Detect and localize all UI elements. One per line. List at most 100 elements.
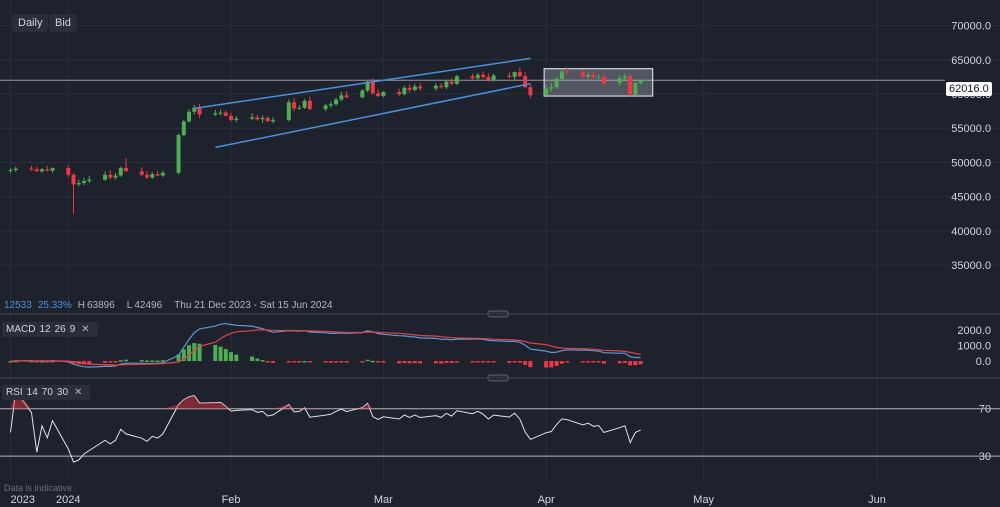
candle-body bbox=[617, 78, 622, 84]
macd-histogram-bar bbox=[181, 349, 186, 362]
candle bbox=[517, 67, 522, 77]
macd-histogram-bar bbox=[250, 356, 255, 362]
candle bbox=[481, 71, 486, 79]
candle-body bbox=[407, 87, 412, 90]
candle-body bbox=[344, 95, 349, 98]
macd-histogram-bar bbox=[187, 345, 192, 362]
candle-body bbox=[365, 81, 370, 91]
candle bbox=[407, 84, 412, 93]
macd-histogram-bar bbox=[255, 358, 260, 362]
panel-resize-handle bbox=[487, 374, 509, 382]
candle bbox=[334, 97, 339, 106]
candle bbox=[176, 133, 181, 175]
candle-body bbox=[507, 75, 512, 77]
channel-lower-line bbox=[215, 83, 531, 149]
stat-low: L 42496 bbox=[127, 300, 168, 311]
candle bbox=[523, 72, 528, 89]
candle bbox=[229, 113, 234, 122]
candle-body bbox=[145, 174, 150, 178]
candle-body bbox=[187, 111, 192, 122]
rsi-legend[interactable]: RSI 14 70 30 ✕ bbox=[2, 385, 91, 400]
candle bbox=[82, 177, 87, 186]
price-panel[interactable] bbox=[0, 57, 945, 214]
candle-body bbox=[565, 71, 570, 73]
candle-body bbox=[260, 117, 265, 120]
macd-histogram-bar bbox=[596, 361, 601, 363]
candle bbox=[601, 73, 606, 86]
macd-tick-label: 1000.0 bbox=[957, 340, 991, 352]
candle-body bbox=[622, 76, 627, 79]
candle-body bbox=[50, 167, 55, 171]
candle-body bbox=[139, 171, 144, 175]
macd-histogram-bar bbox=[528, 361, 533, 368]
rsi-panel[interactable] bbox=[0, 389, 1000, 463]
candle bbox=[381, 91, 386, 98]
macd-histogram-bar bbox=[307, 361, 312, 363]
rsi-overbought-fill bbox=[162, 404, 179, 409]
candle bbox=[596, 74, 601, 80]
macd-histogram-bar bbox=[397, 361, 402, 364]
rsi-upper: 70 bbox=[41, 387, 53, 398]
candle bbox=[339, 91, 344, 102]
stat-low-value: 42496 bbox=[134, 300, 163, 311]
price-type-button[interactable]: Bid bbox=[49, 14, 77, 32]
macd-histogram-bar bbox=[118, 360, 123, 362]
rsi-overbought-fill bbox=[189, 395, 195, 409]
interval-button[interactable]: Daily bbox=[12, 14, 49, 32]
macd-close-icon[interactable]: ✕ bbox=[81, 324, 90, 335]
candle bbox=[302, 98, 307, 110]
rsi-overbought-fill bbox=[304, 407, 310, 409]
candle bbox=[554, 76, 559, 90]
candle-body bbox=[292, 102, 297, 109]
macd-histogram-bar bbox=[512, 361, 517, 363]
rsi-overbought-fill bbox=[225, 406, 232, 409]
macd-histogram-bar bbox=[517, 361, 522, 363]
stat-value-1: 12533 bbox=[4, 300, 32, 311]
time-axis-label: Jun bbox=[868, 494, 886, 506]
candle bbox=[412, 83, 417, 92]
candle bbox=[160, 170, 165, 177]
candle-body bbox=[323, 105, 328, 110]
candle-body bbox=[433, 85, 438, 89]
candle bbox=[145, 170, 150, 179]
macd-legend[interactable]: MACD 12 26 9 ✕ bbox=[2, 322, 98, 337]
candle bbox=[124, 158, 129, 172]
macd-histogram-bar bbox=[491, 361, 496, 363]
macd-histogram-bar bbox=[197, 343, 202, 362]
rsi-overbought-fill bbox=[367, 403, 373, 409]
stats-bar: 12533 25.33% H 63896 L 42496 Thu 21 Dec 2023 -… bbox=[4, 300, 339, 311]
time-axis-label: May bbox=[693, 494, 714, 506]
candle-body bbox=[412, 86, 417, 90]
macd-panel[interactable] bbox=[8, 323, 643, 368]
macd-histogram-bar bbox=[286, 361, 291, 363]
macd-histogram-bar bbox=[82, 361, 87, 365]
macd-histogram-bar bbox=[8, 361, 13, 363]
candle bbox=[454, 74, 459, 86]
stat-high: H 63896 bbox=[78, 300, 121, 311]
candle-body bbox=[470, 76, 475, 79]
macd-histogram-bar bbox=[481, 361, 486, 363]
candle bbox=[181, 120, 186, 137]
macd-histogram-bar bbox=[454, 361, 459, 363]
macd-histogram-bar bbox=[103, 361, 108, 363]
macd-histogram-bar bbox=[622, 361, 627, 363]
macd-histogram-bar bbox=[13, 360, 18, 363]
rsi-overbought-fill bbox=[178, 399, 184, 409]
candle-body bbox=[45, 169, 50, 171]
rsi-close-icon[interactable]: ✕ bbox=[74, 387, 83, 398]
candle bbox=[8, 167, 13, 173]
candle-body bbox=[491, 75, 496, 81]
candle bbox=[397, 88, 402, 97]
candle-body bbox=[544, 88, 549, 96]
rsi-overbought-fill bbox=[183, 396, 190, 409]
time-axis-label: Mar bbox=[374, 494, 393, 506]
rsi-overbought-fill bbox=[346, 407, 363, 409]
macd-fast: 12 bbox=[39, 324, 51, 335]
candle bbox=[449, 78, 454, 86]
candle bbox=[265, 115, 270, 122]
rsi-name: RSI bbox=[6, 387, 23, 398]
candle bbox=[118, 166, 123, 177]
macd-histogram-bar bbox=[45, 361, 50, 363]
candle bbox=[234, 115, 239, 123]
